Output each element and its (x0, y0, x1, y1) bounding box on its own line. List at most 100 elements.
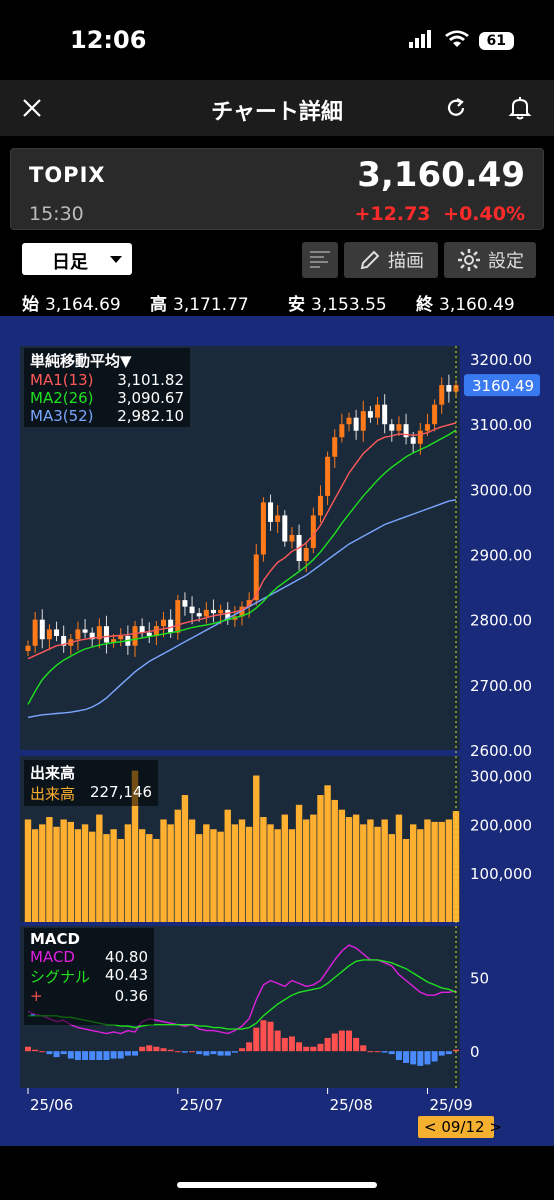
candle-body (310, 515, 316, 548)
macd-histogram-bar (160, 1048, 167, 1052)
candle-body (332, 437, 338, 457)
macd-histogram-bar (231, 1051, 238, 1053)
macd-title: MACD (30, 930, 80, 948)
candle-body (210, 609, 216, 614)
price-chart[interactable]: 3200.00 3100.00 3000.00 2900.00 2800.00 2700.… (0, 316, 554, 1146)
macd-histogram-bar (445, 1051, 452, 1055)
candle-body (453, 385, 459, 392)
macd-histogram-bar (124, 1051, 131, 1056)
candle-body (339, 424, 345, 438)
macd-histogram-bar (39, 1051, 46, 1053)
candle-body (146, 632, 152, 636)
last-price-tag-bg (464, 374, 540, 397)
candle-body (75, 629, 81, 640)
volume-bar (131, 770, 139, 922)
ma-legend-title[interactable]: 単純移動平均▼ (30, 352, 132, 370)
ma-legend[interactable]: 単純移動平均▼ MA1(13) 3,101.82 MA2(26) 3,090.67 … (24, 348, 190, 427)
alert-button[interactable] (504, 92, 536, 124)
battery-icon: 61 (478, 32, 514, 50)
quote-panel: TOPIX 3,160.49 15:30 +12.73 +0.40% (10, 148, 544, 230)
macd-histogram-bar (217, 1051, 224, 1056)
candle-body (268, 502, 274, 522)
volume-row: 出来高 227,146 (30, 783, 152, 803)
price-y-tick: 3100.00 (470, 416, 532, 434)
volume-bar (96, 814, 103, 922)
macd-row: MACD 40.80 (30, 948, 148, 966)
candle-body (317, 495, 323, 516)
volume-bar (267, 824, 274, 922)
candle-body (260, 502, 266, 555)
hist-neg-row: - (30, 1005, 36, 1023)
candle-body (61, 635, 67, 646)
macd-histogram-bar (253, 1027, 260, 1052)
bell-icon (508, 97, 532, 120)
volume-bar (288, 829, 296, 922)
volume-bar (374, 826, 381, 922)
pencil-icon (360, 250, 380, 270)
volume-bar (360, 824, 367, 922)
macd-histogram-bar (310, 1046, 317, 1052)
volume-bar (295, 804, 303, 922)
volume-bar (89, 831, 96, 922)
volume-bar (245, 826, 253, 922)
status-bar: 12:06 61 (0, 0, 554, 80)
macd-histogram-bar (431, 1051, 438, 1062)
candle-body (360, 411, 366, 431)
ma1-row: MA1(13) 3,101.82 (30, 371, 184, 389)
volume-bar (210, 829, 217, 922)
macd-histogram-bar (96, 1051, 103, 1061)
candle-body (439, 385, 445, 405)
home-indicator[interactable] (177, 1182, 377, 1188)
x-tick-label: 25/07 (180, 1096, 223, 1114)
macd-legend: MACD MACD 40.80 シグナル 40.43 +0.36 - (24, 928, 154, 1025)
draw-button-label: 描画 (388, 251, 424, 272)
macd-histogram-bar (424, 1051, 431, 1065)
macd-histogram-bar (181, 1051, 188, 1053)
close-button[interactable] (16, 92, 48, 124)
volume-title: 出来高 (30, 764, 76, 782)
volume-bar (31, 829, 39, 922)
macd-histogram-bar (374, 1051, 381, 1053)
volume-bar (367, 819, 374, 922)
macd-y-tick: 0 (470, 1043, 480, 1061)
candle-body (189, 606, 195, 614)
candle-body (246, 600, 252, 607)
macd-histogram-bar (203, 1051, 210, 1056)
draw-button[interactable]: 描画 (344, 242, 438, 278)
volume-bar (338, 809, 346, 922)
refresh-button[interactable] (440, 92, 472, 124)
macd-histogram-bar (139, 1046, 146, 1052)
candle-body (39, 619, 45, 640)
cursor-date: < 09/12 > (424, 1118, 502, 1136)
volume-bar (188, 819, 196, 922)
list-button[interactable] (302, 242, 338, 278)
period-select[interactable]: 日足 (22, 243, 132, 275)
macd-histogram-bar (395, 1051, 402, 1061)
macd-histogram-bar (274, 1030, 281, 1052)
volume-bar (381, 819, 388, 922)
volume-bar (146, 834, 153, 922)
volume-bar (431, 821, 438, 922)
macd-histogram-bar (438, 1051, 445, 1056)
chart-area[interactable]: 3200.00 3100.00 3000.00 2900.00 2800.00 2700.… (0, 316, 554, 1146)
macd-histogram-bar (174, 1051, 181, 1053)
candle-body (410, 437, 416, 444)
candle-body (161, 619, 167, 627)
settings-button[interactable]: 設定 (444, 242, 536, 278)
macd-histogram-bar (189, 1051, 196, 1053)
macd-histogram-bar (89, 1051, 96, 1061)
ohlc-row: 始 3,164.69 高 3,171.77 安 3,153.55 終 3,160.49 (0, 284, 554, 316)
volume-bar (160, 819, 167, 922)
candle-body (54, 629, 60, 636)
ohlc-close: 終 3,160.49 (416, 295, 515, 315)
volume-bar (217, 831, 224, 922)
change-percent: +0.40% (443, 203, 525, 225)
macd-histogram-bar (260, 1020, 267, 1052)
candle-body (46, 629, 52, 640)
candle-body (118, 635, 124, 640)
macd-histogram-bar (324, 1037, 331, 1052)
candle-body (382, 404, 388, 425)
volume-bar (345, 817, 353, 922)
candle-body (275, 515, 281, 522)
hist-pos-row: +0.36 (30, 987, 148, 1005)
